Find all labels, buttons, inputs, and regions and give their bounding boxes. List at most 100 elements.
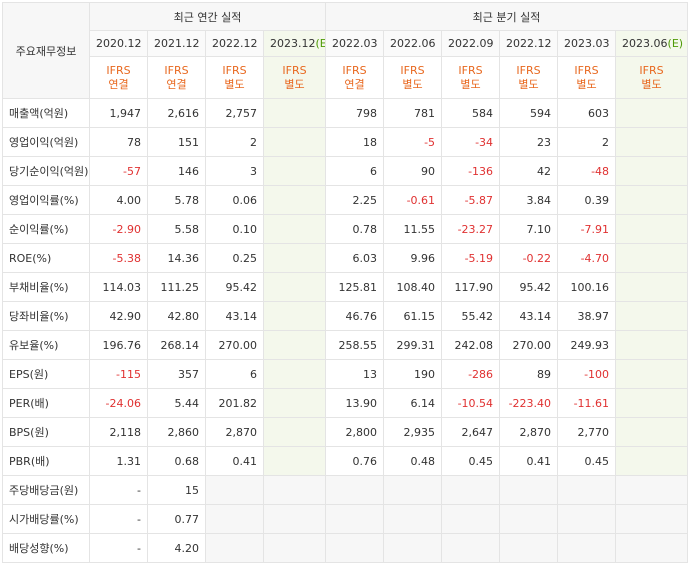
value-cell: 90 (383, 156, 443, 186)
value-cell: 2,770 (557, 417, 617, 447)
quarter-group-header: 최근 분기 실적 (325, 2, 689, 31)
value-cell: 2,118 (89, 417, 148, 447)
value-cell: 0.10 (205, 214, 264, 244)
value-cell (262, 475, 327, 505)
value-cell (615, 504, 689, 534)
value-cell: 5.78 (147, 185, 206, 215)
value-cell: 100.16 (557, 272, 617, 302)
value-cell: 0.06 (205, 185, 264, 215)
ifrs-basis-header: IFRS 별도 (557, 56, 617, 99)
value-cell: -5.87 (441, 185, 501, 215)
value-cell: -100 (557, 359, 617, 389)
value-cell (325, 533, 385, 563)
row-label: ROE(%) (2, 243, 90, 273)
value-cell: 5.58 (147, 214, 206, 244)
table-row: 영업이익(억원) 78 151 2 18 -5 -34 23 2 (2, 127, 689, 157)
value-cell: 125.81 (325, 272, 385, 302)
value-cell: 2,870 (205, 417, 264, 447)
value-cell: 38.97 (557, 301, 617, 331)
value-cell (615, 185, 689, 215)
value-cell (615, 156, 689, 186)
value-cell: 2,800 (325, 417, 385, 447)
ifrs-basis-header: IFRS 별도 (205, 56, 264, 99)
table-row: BPS(원) 2,118 2,860 2,870 2,800 2,935 2,647 2,87… (2, 417, 689, 447)
row-label: 배당성향(%) (2, 533, 90, 563)
value-cell: 201.82 (205, 388, 264, 418)
value-cell (615, 272, 689, 302)
ifrs-basis-header: IFRS 연결 (147, 56, 206, 99)
table-row: PBR(배) 1.31 0.68 0.41 0.76 0.48 0.45 0.41 0.45 (2, 446, 689, 476)
value-cell (441, 475, 501, 505)
value-cell (262, 446, 327, 476)
value-cell: 270.00 (205, 330, 264, 360)
row-label: BPS(원) (2, 417, 90, 447)
value-cell: 55.42 (441, 301, 501, 331)
period-header: 2020.12 (89, 30, 148, 57)
period-header-row: 2020.122021.122022.122023.12(E)2022.0320… (3, 30, 689, 57)
value-cell: 4.00 (89, 185, 148, 215)
value-cell: 13.90 (325, 388, 385, 418)
value-cell: 6 (205, 359, 264, 389)
value-cell: -24.06 (89, 388, 148, 418)
value-cell: -5.19 (441, 243, 501, 273)
value-cell: -115 (89, 359, 148, 389)
value-cell: -286 (441, 359, 501, 389)
value-cell: -5.38 (89, 243, 148, 273)
value-cell: 6 (325, 156, 385, 186)
value-cell: -57 (89, 156, 148, 186)
value-cell (499, 504, 559, 534)
table-row: 배당성향(%) -4.20 (2, 533, 689, 563)
value-cell: 114.03 (89, 272, 148, 302)
value-cell: 95.42 (499, 272, 559, 302)
value-cell: 1.31 (89, 446, 148, 476)
table-row: 시가배당률(%) -0.77 (2, 504, 689, 534)
value-cell: 0.76 (325, 446, 385, 476)
value-cell: 2,616 (147, 98, 206, 128)
value-cell (615, 359, 689, 389)
value-cell (262, 417, 327, 447)
value-cell: 7.10 (499, 214, 559, 244)
period-header: 2023.12(E) (262, 30, 327, 57)
value-cell (615, 417, 689, 447)
table-row: 당좌비율(%) 42.90 42.80 43.14 46.76 61.15 55.42 43.… (2, 301, 689, 331)
period-header: 2021.12 (147, 30, 206, 57)
value-cell (499, 475, 559, 505)
row-label: 매출액(억원) (2, 98, 90, 128)
value-cell: 0.77 (147, 504, 206, 534)
value-cell: 2 (557, 127, 617, 157)
row-label: PER(배) (2, 388, 90, 418)
value-cell (557, 533, 617, 563)
value-cell: - (89, 533, 148, 563)
table-row: 영업이익률(%) 4.00 5.78 0.06 2.25 -0.61 -5.87 3.84 0.… (2, 185, 689, 215)
value-cell: 2,647 (441, 417, 501, 447)
value-cell (383, 475, 443, 505)
value-cell: 0.25 (205, 243, 264, 273)
ifrs-basis-header: IFRS 별도 (499, 56, 559, 99)
value-cell: -48 (557, 156, 617, 186)
value-cell: 781 (383, 98, 443, 128)
ifrs-basis-header: IFRS 별도 (615, 56, 689, 99)
value-cell: 111.25 (147, 272, 206, 302)
value-cell: 270.00 (499, 330, 559, 360)
ifrs-basis-header: IFRS 별도 (383, 56, 443, 99)
row-label: 당기순이익(억원) (2, 156, 90, 186)
value-cell: 146 (147, 156, 206, 186)
value-cell (262, 388, 327, 418)
value-cell: 61.15 (383, 301, 443, 331)
value-cell (615, 243, 689, 273)
value-cell: -4.70 (557, 243, 617, 273)
row-label: PBR(배) (2, 446, 90, 476)
row-label: 유보율(%) (2, 330, 90, 360)
table-row: 당기순이익(억원) -57 146 3 6 90 -136 42 -48 (2, 156, 689, 186)
value-cell (557, 475, 617, 505)
value-cell: - (89, 475, 148, 505)
value-cell: 584 (441, 98, 501, 128)
value-cell: 242.08 (441, 330, 501, 360)
annual-group-header: 최근 연간 실적 (88, 2, 327, 31)
value-cell: 798 (325, 98, 385, 128)
value-cell: 95.42 (205, 272, 264, 302)
value-cell: 190 (383, 359, 443, 389)
period-header: 2023.06(E) (615, 30, 689, 57)
value-cell: -5 (383, 127, 443, 157)
value-cell (262, 504, 327, 534)
